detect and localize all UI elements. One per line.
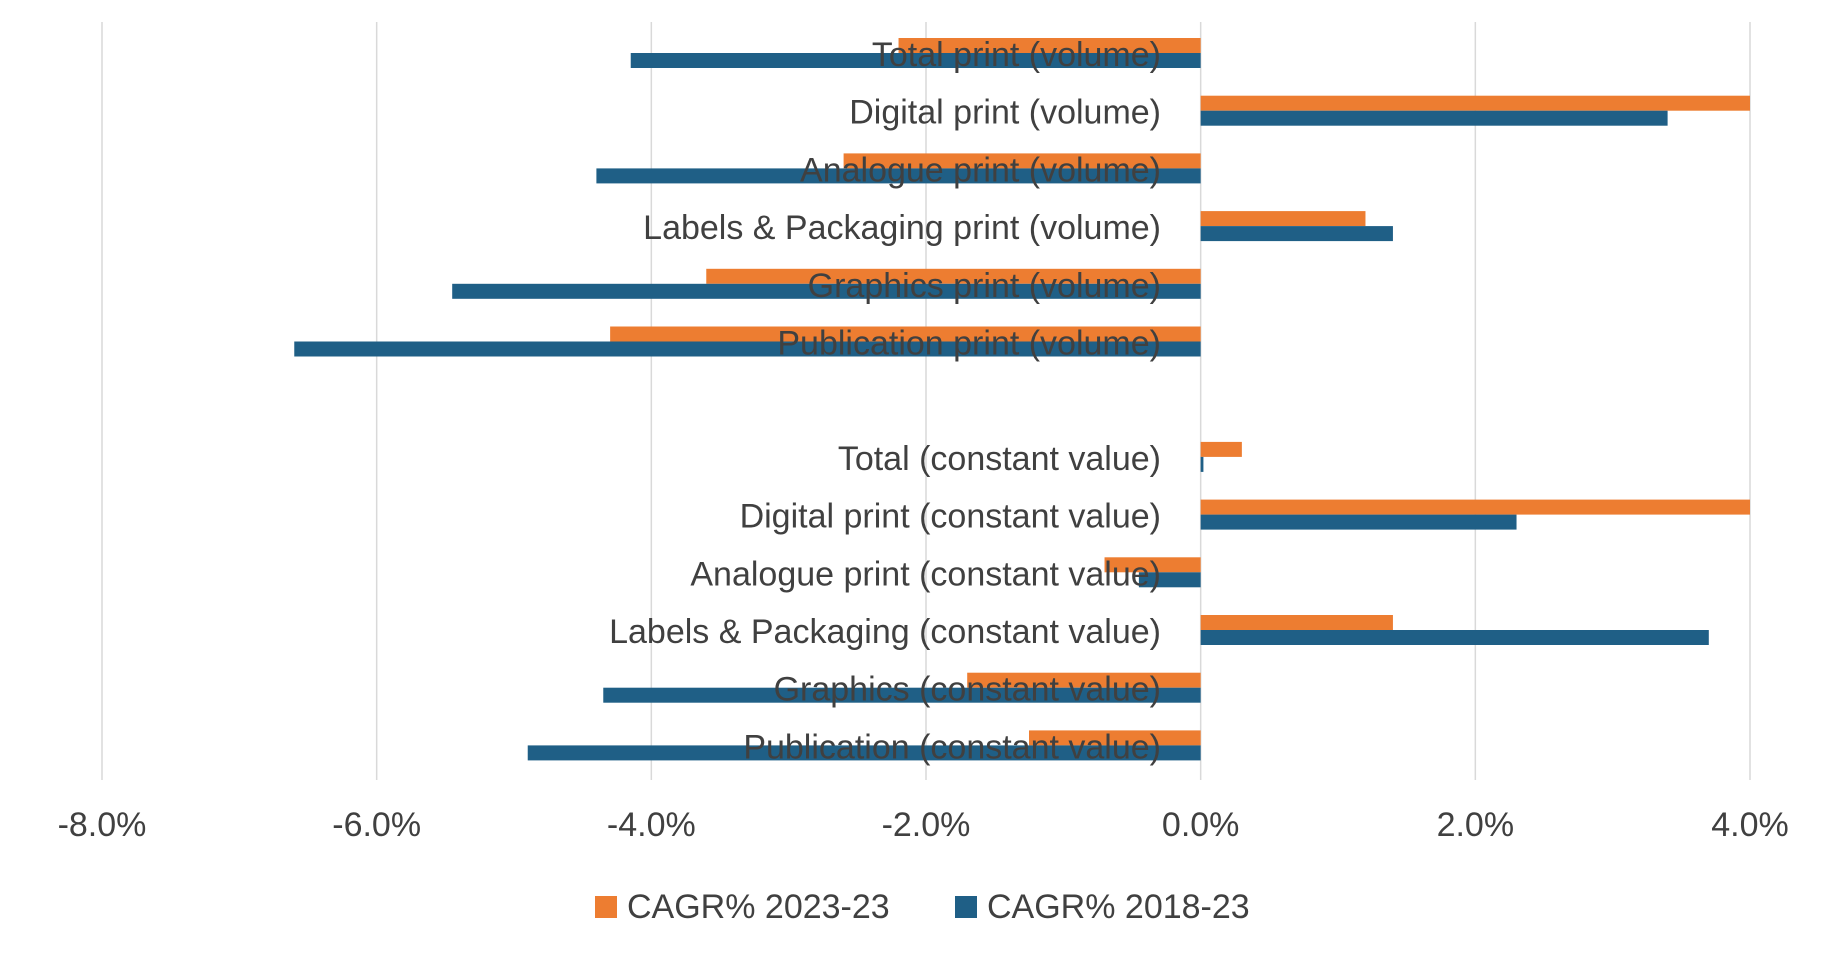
category-label: Total (constant value) — [838, 440, 1161, 478]
bar — [967, 672, 1201, 688]
x-tick-label: 0.0% — [1162, 806, 1240, 844]
bar — [1200, 514, 1517, 530]
bar — [1200, 110, 1668, 126]
category-label: Labels & Packaging (constant value) — [609, 613, 1161, 651]
bar — [603, 687, 1201, 703]
x-tick-label: -6.0% — [332, 806, 421, 844]
bar — [630, 53, 1201, 68]
bar — [1200, 226, 1393, 242]
bar — [1200, 499, 1750, 515]
bar — [610, 326, 1201, 342]
category-label: Graphics print (volume) — [808, 267, 1161, 305]
category-label: Total print (volume) — [872, 36, 1161, 74]
bar — [294, 341, 1201, 357]
bar — [1200, 456, 1204, 472]
legend-label: CAGR% 2023-23 — [627, 888, 890, 926]
legend-swatch — [955, 896, 977, 918]
x-tick-label: -4.0% — [607, 806, 696, 844]
category-label: Publication (constant value) — [743, 728, 1161, 766]
category-label: Labels & Packaging print (volume) — [643, 209, 1161, 247]
x-tick-label: -8.0% — [58, 806, 147, 844]
bar — [1200, 630, 1709, 645]
bar — [1029, 730, 1201, 746]
x-tick-label: 4.0% — [1711, 806, 1789, 844]
bars — [294, 38, 1750, 761]
category-label: Analogue print (volume) — [800, 151, 1161, 189]
bar — [596, 168, 1201, 184]
bar — [706, 268, 1201, 284]
bar — [527, 745, 1201, 761]
x-axis-tick-labels: -8.0% -6.0% -4.0% -2.0% 0.0% 2.0% 4.0% — [58, 806, 1789, 844]
x-tick-label: -2.0% — [882, 806, 971, 844]
category-label: Publication print (volume) — [777, 325, 1161, 363]
bar — [1200, 95, 1750, 111]
category-label: Analogue print (constant value) — [690, 555, 1161, 593]
category-labels: Total print (volume) Digital print (volum… — [609, 36, 1161, 766]
category-label: Digital print (constant value) — [740, 498, 1161, 536]
bar — [1200, 441, 1242, 457]
bar — [843, 153, 1201, 169]
legend-swatch — [595, 896, 617, 918]
category-label: Graphics (constant value) — [774, 671, 1161, 709]
bar — [1200, 211, 1366, 227]
x-tick-label: 2.0% — [1437, 806, 1515, 844]
bar — [1104, 557, 1201, 573]
bar — [1138, 572, 1201, 588]
legend: CAGR% 2023-23 CAGR% 2018-23 — [595, 888, 1250, 926]
bar — [1200, 615, 1393, 630]
bar — [452, 283, 1201, 299]
gridlines — [101, 22, 1751, 780]
legend-label: CAGR% 2018-23 — [987, 888, 1250, 926]
category-label: Digital print (volume) — [849, 94, 1161, 132]
bar — [898, 38, 1201, 53]
